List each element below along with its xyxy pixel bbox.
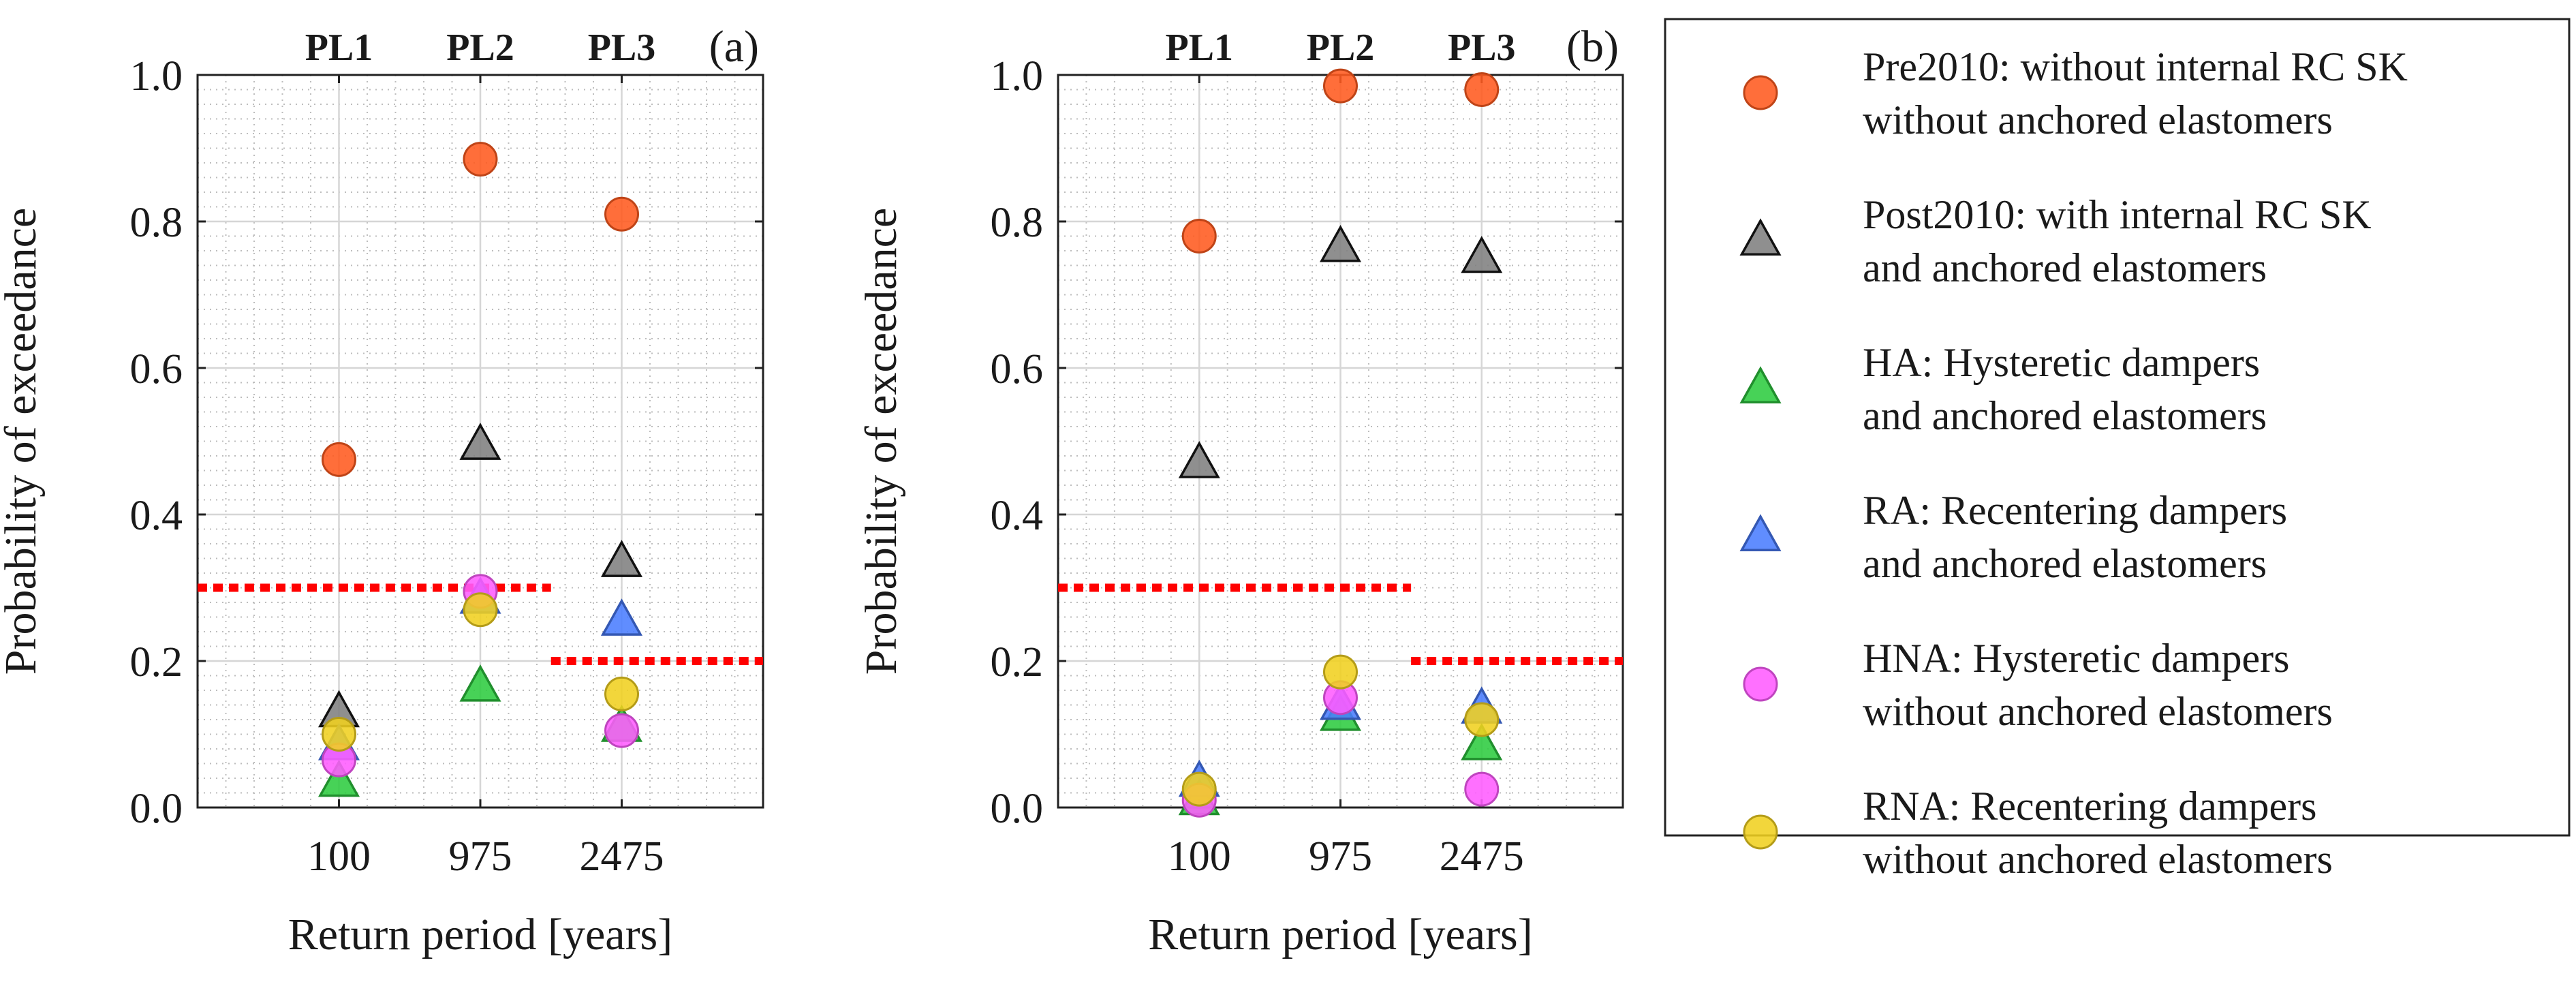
chart-panel-b: 0.0 0.2 0.4 0.6 0.8 1.0 100 PL1 975 PL2 2475 PL3 (b)… xyxy=(856,22,1624,959)
legend-marker-rna xyxy=(1743,814,1778,850)
y-tick-label: 0.6 xyxy=(991,346,1044,393)
legend-sublabel-hna: without anchored elastomers xyxy=(1863,689,2333,734)
threshold-lines xyxy=(1058,583,1623,665)
point-pre2010-975 xyxy=(1323,68,1358,104)
legend-marker-hna xyxy=(1743,666,1778,702)
point-ha-975 xyxy=(459,664,501,702)
category-title: PL1 xyxy=(1165,27,1233,69)
legend-marker-ha xyxy=(1739,366,1782,404)
legend-label-rna: RNA: Recentering dampers xyxy=(1863,784,2316,829)
point-rna-2475 xyxy=(604,676,639,711)
data-markers xyxy=(1178,68,1503,818)
point-pre2010-2475 xyxy=(604,196,639,232)
legend-sublabel-ra: and anchored elastomers xyxy=(1863,541,2267,586)
y-tick-label: 0.4 xyxy=(991,493,1044,539)
point-ha-100 xyxy=(317,759,360,797)
point-rna-100 xyxy=(1181,771,1217,807)
x-axis-label: Return period [years] xyxy=(288,910,672,959)
point-rna-100 xyxy=(322,717,356,752)
category-title: PL3 xyxy=(588,27,656,69)
point-post2010-2475 xyxy=(600,540,643,577)
point-ra-2475 xyxy=(600,598,643,636)
legend-marker-ra xyxy=(1739,514,1782,552)
x-tick-label: 100 xyxy=(307,833,371,880)
point-rna-2475 xyxy=(1464,702,1500,737)
point-post2010-975 xyxy=(1319,225,1362,262)
legend-label-post2010: Post2010: with internal RC SK xyxy=(1863,192,2372,237)
category-title: PL3 xyxy=(1448,27,1516,69)
point-rna-975 xyxy=(1323,654,1358,690)
point-hna-2475 xyxy=(604,713,639,748)
x-tick-label: 975 xyxy=(449,833,512,880)
category-title: PL1 xyxy=(305,27,373,69)
legend-marker-post2010 xyxy=(1739,218,1782,256)
point-rna-975 xyxy=(463,592,498,628)
legend-label-ha: HA: Hysteretic dampers xyxy=(1863,340,2260,385)
point-post2010-2475 xyxy=(1461,236,1503,273)
point-post2010-100 xyxy=(1178,441,1220,478)
point-pre2010-2475 xyxy=(1464,72,1500,107)
panel-label: (b) xyxy=(1566,22,1619,72)
point-pre2010-975 xyxy=(463,142,498,177)
category-title: PL2 xyxy=(1307,27,1375,69)
threshold-lines xyxy=(198,583,763,665)
x-tick-label: 2475 xyxy=(1440,833,1524,880)
legend-sublabel-post2010: and anchored elastomers xyxy=(1863,245,2267,290)
y-tick-label: 0.8 xyxy=(991,200,1044,246)
y-tick-label: 0.0 xyxy=(991,786,1044,832)
panel-label: (a) xyxy=(709,22,759,72)
data-markers xyxy=(317,142,643,797)
point-pre2010-100 xyxy=(322,442,356,477)
y-tick-label: 0.2 xyxy=(130,639,183,686)
legend-sublabel-rna: without anchored elastomers xyxy=(1863,837,2333,882)
y-tick-label: 0.8 xyxy=(130,200,183,246)
point-pre2010-100 xyxy=(1181,219,1217,253)
y-tick-label: 0.2 xyxy=(991,639,1044,686)
x-tick-label: 975 xyxy=(1309,833,1372,880)
point-hna-2475 xyxy=(1464,771,1500,807)
y-axis-label: Probability of exceedance xyxy=(856,208,906,675)
legend-sublabel-ha: and anchored elastomers xyxy=(1863,393,2267,438)
legend-sublabel-pre2010: without anchored elastomers xyxy=(1863,97,2333,142)
category-title: PL2 xyxy=(446,27,514,69)
y-tick-label: 1.0 xyxy=(991,53,1044,99)
y-axis-label: Probability of exceedance xyxy=(0,208,46,675)
point-ha-2475 xyxy=(1461,723,1503,760)
legend-label-ra: RA: Recentering dampers xyxy=(1863,488,2287,533)
legend: Pre2010: without internal RC SK without a… xyxy=(1664,18,2571,882)
x-tick-label: 2475 xyxy=(580,833,664,880)
legend-label-pre2010: Pre2010: without internal RC SK xyxy=(1863,44,2408,89)
legend-label-hna: HNA: Hysteretic dampers xyxy=(1863,636,2289,681)
x-tick-label: 100 xyxy=(1168,833,1231,880)
point-post2010-975 xyxy=(459,422,501,460)
legend-marker-pre2010 xyxy=(1743,75,1778,110)
y-tick-label: 0.4 xyxy=(130,493,183,539)
chart-panel-a: 0.0 0.2 0.4 0.6 0.8 1.0 100 PL1 975 PL2 2475 PL3 (a)… xyxy=(0,22,764,959)
x-axis-label: Return period [years] xyxy=(1148,910,1532,959)
legend-box xyxy=(1664,18,2571,837)
y-tick-label: 0.0 xyxy=(130,786,183,832)
y-tick-label: 0.6 xyxy=(130,346,183,393)
y-tick-label: 1.0 xyxy=(130,53,183,99)
